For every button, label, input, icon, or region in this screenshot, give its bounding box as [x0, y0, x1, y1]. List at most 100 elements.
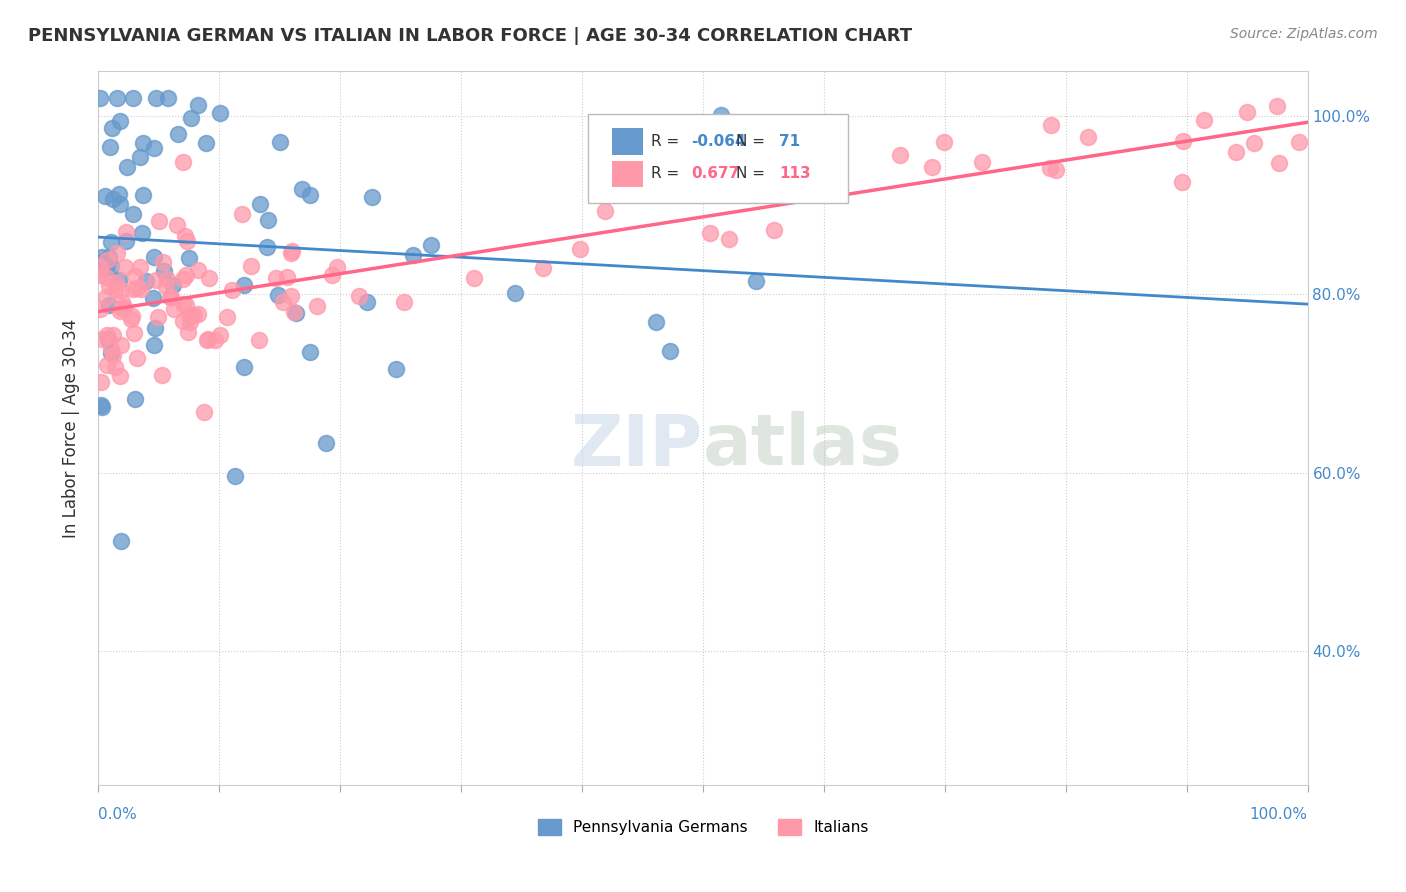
Point — [232, 278, 254, 293]
Point — [533, 260, 555, 275]
Point — [132, 188, 155, 202]
Point — [97, 298, 120, 312]
Point — [1236, 105, 1258, 120]
Point — [256, 239, 278, 253]
Point — [108, 304, 131, 318]
Point — [153, 263, 176, 277]
Point — [89, 268, 111, 283]
Point — [145, 273, 167, 287]
Point — [157, 91, 180, 105]
Point — [132, 136, 155, 150]
Point — [361, 190, 384, 204]
Point — [298, 188, 321, 202]
Point — [1288, 135, 1310, 149]
Point — [101, 121, 124, 136]
Point — [271, 294, 294, 309]
Point — [166, 218, 188, 232]
Point — [1170, 175, 1192, 189]
Point — [970, 155, 993, 169]
Point — [180, 111, 202, 125]
Point — [180, 309, 202, 323]
Point — [167, 127, 190, 141]
Point — [159, 290, 181, 304]
Point — [100, 235, 122, 249]
Point — [145, 91, 167, 105]
Point — [115, 225, 138, 239]
Point — [776, 181, 799, 195]
Point — [155, 279, 177, 293]
Point — [177, 325, 200, 339]
Point — [114, 260, 136, 274]
Point — [124, 268, 146, 283]
Point — [276, 270, 298, 285]
Point — [1039, 161, 1062, 175]
Point — [1268, 155, 1291, 169]
Point — [813, 186, 835, 200]
Point — [172, 272, 194, 286]
Point — [135, 274, 157, 288]
Point — [142, 141, 165, 155]
Point — [280, 289, 302, 303]
Point — [280, 246, 302, 260]
Point — [233, 359, 256, 374]
Point — [103, 348, 125, 362]
Point — [100, 260, 122, 274]
Point — [187, 263, 209, 277]
Point — [285, 306, 308, 320]
Point — [1040, 118, 1063, 132]
Text: 100.0%: 100.0% — [1250, 807, 1308, 822]
Point — [111, 301, 134, 316]
Point — [174, 298, 197, 312]
Point — [142, 338, 165, 352]
Point — [160, 290, 183, 304]
Point — [644, 315, 666, 329]
Point — [269, 136, 291, 150]
Point — [932, 135, 955, 149]
Point — [197, 332, 219, 346]
Point — [97, 279, 120, 293]
Point — [315, 435, 337, 450]
Point — [110, 196, 132, 211]
Point — [96, 252, 118, 267]
Point — [148, 213, 170, 227]
Point — [215, 310, 238, 324]
Point — [110, 338, 132, 352]
Point — [172, 314, 194, 328]
Point — [745, 274, 768, 288]
Point — [179, 315, 201, 329]
Point — [174, 229, 197, 244]
Point — [1192, 112, 1215, 127]
Point — [356, 294, 378, 309]
Point — [152, 255, 174, 269]
Point — [112, 300, 135, 314]
Point — [105, 246, 128, 260]
Point — [1265, 99, 1288, 113]
Point — [177, 251, 200, 265]
Point — [121, 91, 143, 105]
Point — [91, 332, 114, 346]
Point — [699, 186, 721, 200]
Point — [128, 260, 150, 275]
Text: ZIP: ZIP — [571, 411, 703, 481]
Point — [111, 295, 134, 310]
Point — [659, 343, 682, 358]
Point — [264, 271, 287, 285]
Text: 0.0%: 0.0% — [98, 807, 138, 822]
Point — [121, 310, 143, 324]
Point — [321, 268, 343, 283]
Point — [103, 328, 125, 343]
Point — [208, 106, 231, 120]
Point — [110, 534, 132, 549]
Text: R =: R = — [651, 134, 685, 149]
Point — [122, 207, 145, 221]
Point — [105, 91, 128, 105]
Point — [204, 333, 226, 347]
Point — [96, 261, 118, 276]
Point — [187, 307, 209, 321]
Point — [128, 150, 150, 164]
Point — [91, 400, 114, 414]
Point — [197, 270, 219, 285]
Point — [131, 226, 153, 240]
Point — [392, 295, 415, 310]
Point — [115, 234, 138, 248]
